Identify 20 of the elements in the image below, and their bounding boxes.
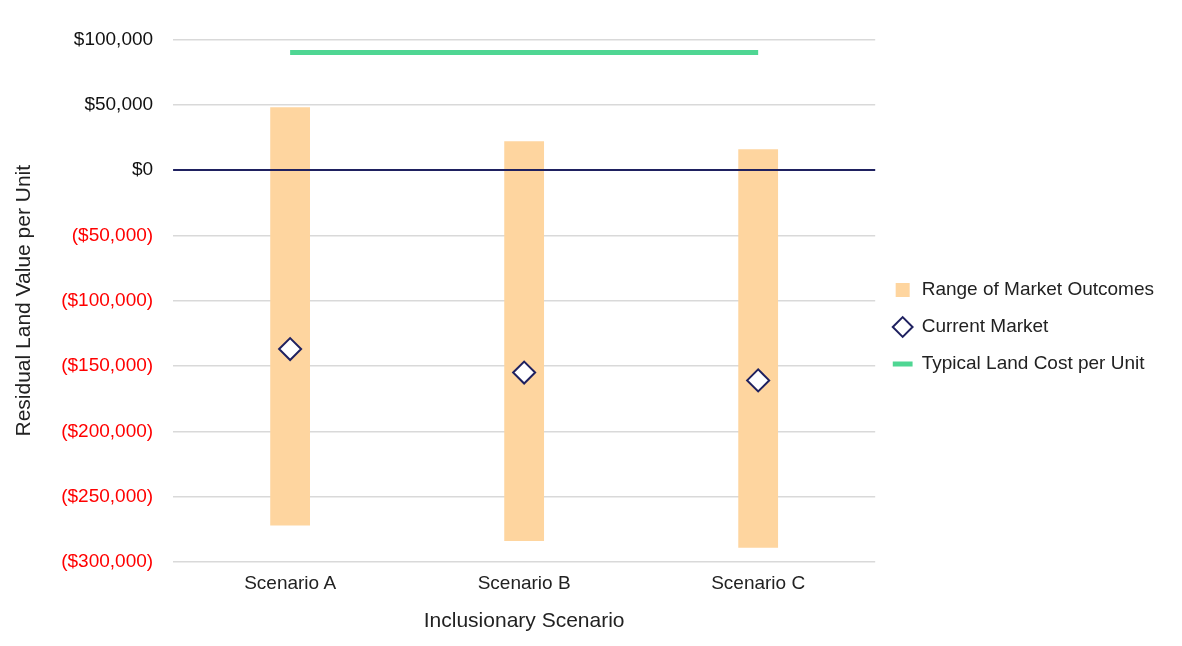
legend-label: Range of Market Outcomes bbox=[921, 278, 1154, 300]
y-tick-label: $100,000 bbox=[73, 27, 154, 49]
bar bbox=[504, 141, 545, 542]
legend-label: Typical Land Cost per Unit bbox=[921, 352, 1146, 374]
legend-label: Current Market bbox=[921, 315, 1050, 337]
y-tick-label: ($200,000) bbox=[61, 419, 154, 441]
x-axis-title: Inclusionary Scenario bbox=[423, 608, 625, 632]
x-tick-label: Scenario A bbox=[244, 571, 337, 593]
y-tick-label: ($100,000) bbox=[61, 288, 154, 310]
bar bbox=[270, 107, 311, 526]
x-tick-label: Scenario B bbox=[477, 571, 571, 593]
y-tick-label: $50,000 bbox=[84, 92, 154, 114]
y-tick-label: $0 bbox=[131, 158, 154, 180]
x-tick-label: Scenario C bbox=[711, 571, 806, 593]
y-axis-title: Residual Land Value per Unit bbox=[11, 164, 35, 437]
y-tick-label: ($150,000) bbox=[61, 354, 154, 376]
y-tick-label: ($50,000) bbox=[71, 223, 154, 245]
y-tick-label: ($250,000) bbox=[61, 484, 154, 506]
y-tick-label: ($300,000) bbox=[61, 550, 154, 572]
bar bbox=[738, 149, 779, 548]
